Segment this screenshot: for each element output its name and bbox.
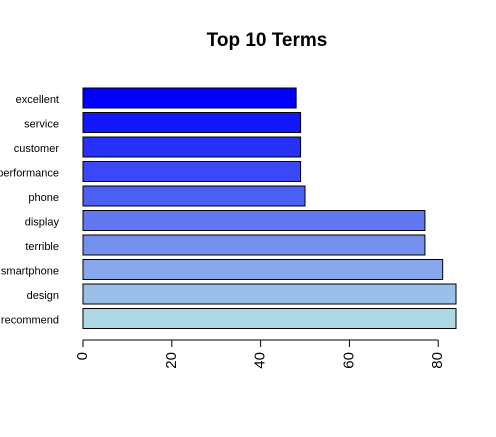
x-tick-label: 40: [252, 352, 269, 369]
bar: [82, 283, 457, 305]
bar: [82, 234, 426, 256]
bar: [82, 210, 426, 231]
x-tick-label: 0: [74, 352, 91, 360]
x-tick-label: 60: [340, 352, 357, 369]
y-tick-label: performance: [0, 167, 59, 179]
bar: [82, 112, 302, 133]
bar: [82, 87, 297, 109]
bar: [82, 136, 302, 158]
y-tick-label: excellent: [16, 94, 59, 106]
y-tick-label: smartphone: [1, 265, 59, 277]
y-tick-label: customer: [14, 143, 60, 155]
bar: [82, 185, 306, 207]
y-tick-label: design: [27, 290, 59, 302]
y-tick-label: display: [25, 216, 60, 228]
y-tick-label: terrible: [25, 241, 59, 253]
y-tick-label: recommend: [1, 314, 59, 326]
bar: [82, 161, 302, 182]
bar: [82, 308, 457, 329]
x-tick-label: 20: [163, 352, 180, 369]
chart-title: Top 10 Terms: [207, 30, 328, 51]
y-tick-label: phone: [28, 192, 59, 204]
y-tick-label: service: [24, 118, 59, 130]
x-tick-label: 80: [429, 352, 446, 369]
bar: [82, 259, 444, 280]
